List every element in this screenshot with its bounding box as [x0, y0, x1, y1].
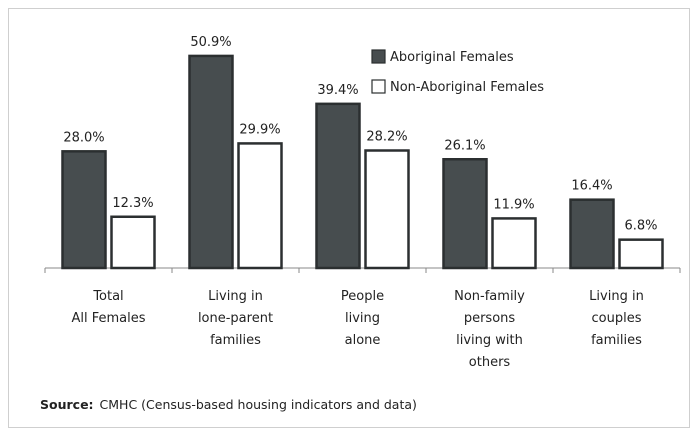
x-tick-label: People living alone [340, 289, 385, 348]
chart-frame [8, 8, 690, 428]
x-tick-label: Non-family persons living with others [454, 289, 525, 370]
bar [569, 198, 615, 270]
bar [188, 54, 234, 270]
value-label: 29.9% [239, 122, 280, 137]
source-label: Source: [40, 397, 94, 412]
bar [237, 142, 283, 270]
value-label: 12.3% [112, 196, 153, 211]
bar [61, 150, 107, 270]
x-tick-label: Total All Females [71, 289, 146, 326]
bar [364, 149, 410, 270]
source-text: CMHC (Census-based housing indicators an… [99, 397, 417, 412]
bar [110, 215, 156, 270]
x-tick-label: Living in couples families [589, 289, 644, 348]
legend-swatch [371, 79, 386, 94]
value-label: 50.9% [190, 35, 231, 50]
value-label: 39.4% [317, 83, 358, 98]
value-label: 28.2% [366, 130, 407, 145]
bar [618, 238, 664, 270]
bar [315, 102, 361, 270]
bar [442, 158, 488, 270]
value-label: 11.9% [493, 197, 534, 212]
legend-label: Aboriginal Females [390, 50, 514, 65]
value-label: 6.8% [624, 219, 657, 234]
bar [491, 217, 537, 270]
legend-swatch [371, 49, 386, 64]
value-label: 26.1% [444, 138, 485, 153]
value-label: 28.0% [63, 130, 104, 145]
value-label: 16.4% [571, 179, 612, 194]
legend-label: Non-Aboriginal Females [390, 80, 544, 95]
x-tick-label: Living in lone-parent families [197, 289, 274, 348]
source: Source: CMHC (Census-based housing indica… [40, 397, 417, 412]
